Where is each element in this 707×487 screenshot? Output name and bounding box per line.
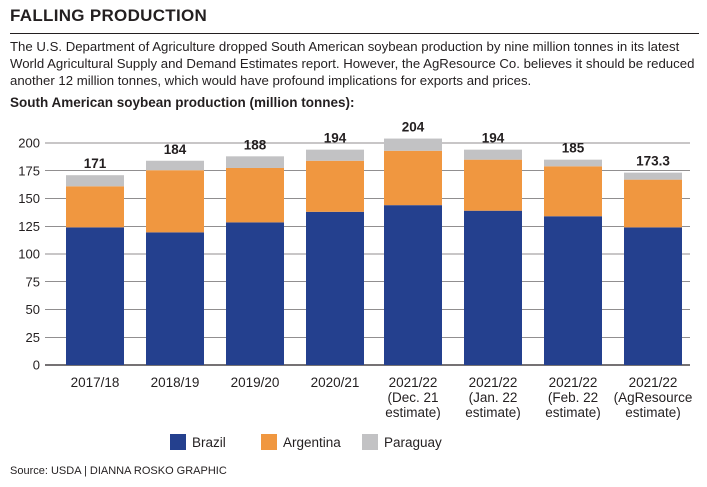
bar-paraguay-0 (66, 175, 124, 187)
x-tick-label: estimate) (465, 405, 521, 420)
bar-argentina-7 (624, 179, 682, 228)
total-label: 184 (164, 142, 187, 157)
legend-label-argentina: Argentina (283, 435, 341, 450)
y-tick-label: 100 (18, 247, 40, 262)
chart-title: FALLING PRODUCTION (10, 6, 208, 25)
bar-brazil-7 (624, 227, 682, 365)
total-label: 194 (482, 131, 505, 146)
source-credit: Source: USDA | DIANNA ROSKO GRAPHIC (10, 465, 227, 477)
total-label: 204 (402, 120, 425, 135)
bar-paraguay-2 (226, 156, 284, 168)
y-tick-label: 0 (33, 358, 40, 373)
legend-swatch-brazil (170, 434, 186, 450)
x-tick-label: 2021/22 (629, 375, 678, 390)
y-tick-label: 125 (18, 219, 40, 234)
bar-argentina-0 (66, 186, 124, 228)
x-tick-label: (Feb. 22 (548, 390, 598, 405)
y-tick-label: 150 (18, 191, 40, 206)
legend: Brazil Argentina Paraguay (170, 434, 442, 450)
total-label: 188 (244, 137, 267, 152)
x-tick-label: estimate) (545, 405, 601, 420)
bar-brazil-1 (146, 232, 204, 365)
legend-swatch-paraguay (362, 434, 378, 450)
bar-paraguay-6 (544, 159, 602, 167)
bar-brazil-2 (226, 222, 284, 365)
y-tick-label: 75 (26, 274, 40, 289)
legend-label-paraguay: Paraguay (384, 435, 442, 450)
bar-argentina-4 (384, 150, 442, 206)
x-tick-label: 2019/20 (231, 375, 280, 390)
x-tick-label: 2018/19 (151, 375, 200, 390)
total-label: 194 (324, 131, 347, 146)
bar-paraguay-5 (464, 149, 522, 160)
x-axis-labels: 2017/18 2018/19 2019/20 2020/21 2021/22(Dec.… (71, 375, 693, 420)
chart-description: The U.S. Department of Agriculture dropp… (10, 39, 695, 88)
bars (66, 138, 682, 365)
legend-swatch-argentina (261, 434, 277, 450)
total-labels: 171 184 188 194 204 194 185 173.3 (84, 120, 671, 172)
bar-brazil-3 (306, 211, 364, 365)
x-tick-label: 2021/22 (549, 375, 598, 390)
total-label: 185 (562, 141, 585, 156)
bar-paraguay-1 (146, 160, 204, 171)
bar-argentina-3 (306, 160, 364, 212)
bar-paraguay-4 (384, 138, 442, 151)
bar-argentina-6 (544, 166, 602, 217)
x-tick-label: 2021/22 (469, 375, 518, 390)
y-axis-ticks: 0 25 50 75 100 125 150 175 200 (18, 136, 40, 373)
y-tick-label: 50 (26, 302, 40, 317)
x-tick-label: (AgResource (614, 390, 693, 405)
legend-label-brazil: Brazil (192, 435, 226, 450)
y-tick-label: 25 (26, 330, 40, 345)
x-tick-label: (Dec. 21 (387, 390, 438, 405)
x-tick-label: estimate) (625, 405, 681, 420)
total-label: 173.3 (636, 154, 670, 169)
title-divider (10, 33, 699, 34)
y-tick-label: 175 (18, 163, 40, 178)
y-tick-label: 200 (18, 136, 40, 151)
chart-subtitle: South American soybean production (milli… (10, 95, 355, 110)
bar-brazil-0 (66, 227, 124, 365)
x-tick-label: estimate) (385, 405, 441, 420)
bar-paraguay-3 (306, 149, 364, 161)
bar-brazil-4 (384, 205, 442, 365)
bar-brazil-6 (544, 216, 602, 365)
bar-argentina-1 (146, 170, 204, 233)
x-tick-label: 2017/18 (71, 375, 120, 390)
bar-argentina-5 (464, 159, 522, 211)
bar-argentina-2 (226, 167, 284, 223)
x-tick-label: (Jan. 22 (469, 390, 518, 405)
bar-paraguay-7 (624, 172, 682, 180)
x-tick-label: 2020/21 (311, 375, 360, 390)
bar-brazil-5 (464, 210, 522, 365)
x-tick-label: 2021/22 (389, 375, 438, 390)
total-label: 171 (84, 156, 107, 171)
